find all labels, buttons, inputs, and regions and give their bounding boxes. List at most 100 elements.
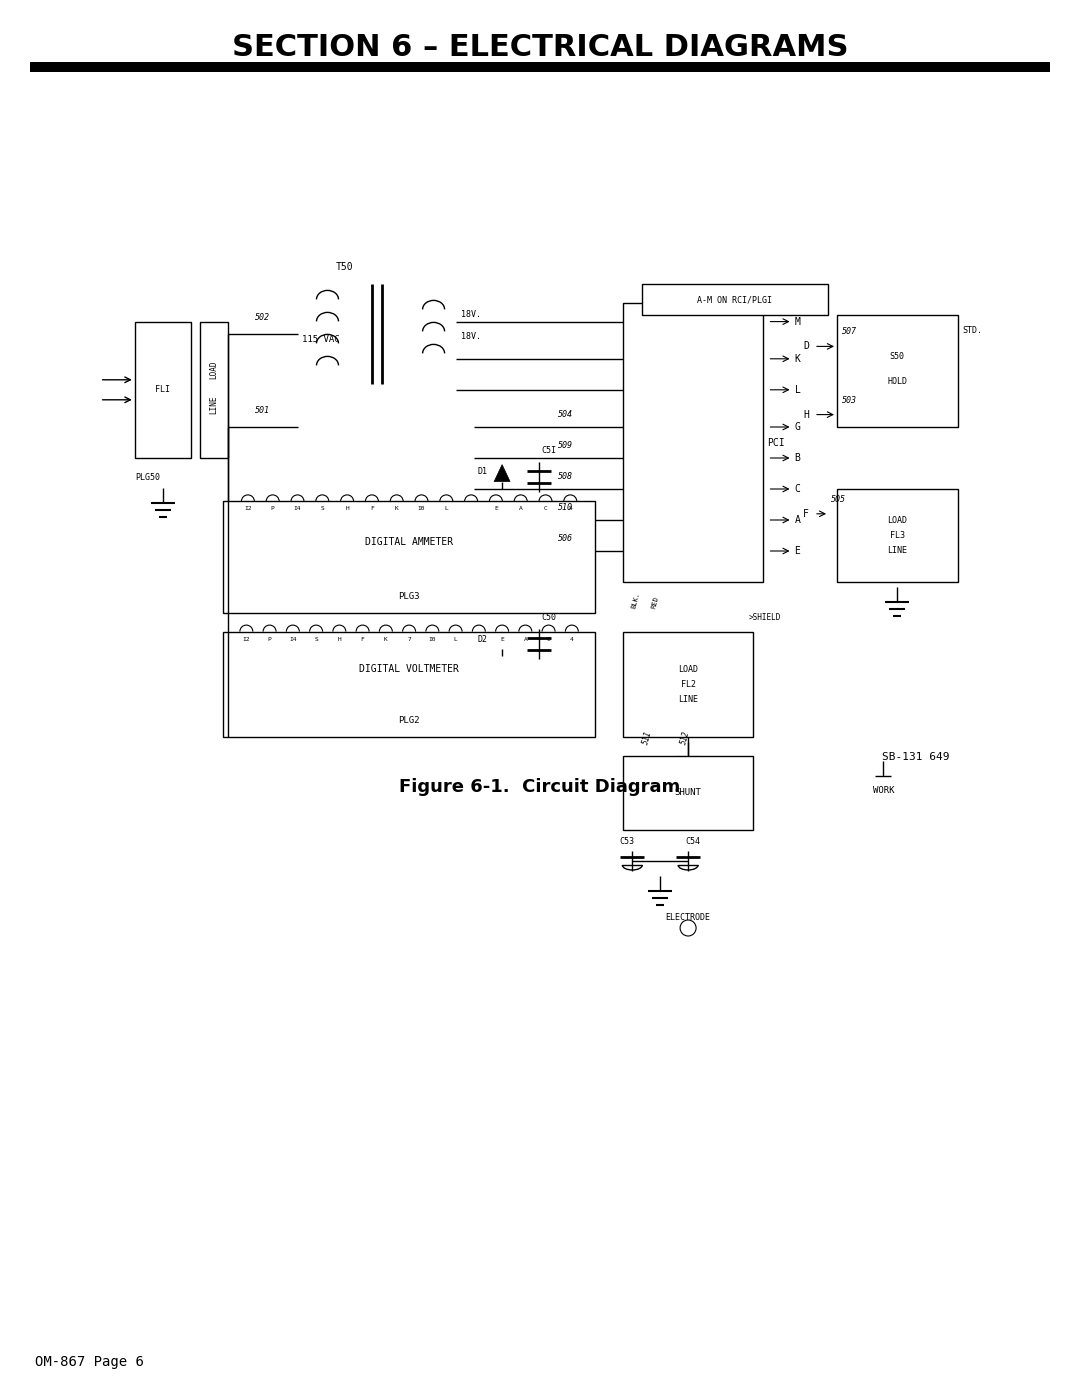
Text: L: L [454,637,458,641]
Bar [837,316,958,427]
Text: 4: 4 [568,506,572,511]
Text: LOAD: LOAD [210,360,218,379]
Text: C53: C53 [620,837,635,847]
Text: S50: S50 [890,352,905,360]
Text: A: A [524,637,527,641]
Text: K: K [795,353,800,363]
Text: ELECTRODE: ELECTRODE [665,914,711,922]
Text: DIGITAL AMMETER: DIGITAL AMMETER [365,538,454,548]
Text: 4: 4 [570,637,573,641]
Bar [224,631,595,738]
Text: H: H [804,409,809,419]
Text: K: K [395,506,399,511]
Text: PLG3: PLG3 [399,592,420,601]
Text: 508: 508 [558,472,573,481]
Text: T50: T50 [336,263,354,272]
Bar [642,285,827,316]
Bar [623,756,753,830]
Text: I0: I0 [418,506,426,511]
Text: OM-867 Page 6: OM-867 Page 6 [35,1355,144,1369]
Polygon shape [495,631,510,650]
Text: H: H [337,637,341,641]
Text: PCI: PCI [768,437,785,447]
Text: WORK: WORK [873,785,894,795]
Text: 512: 512 [679,729,691,746]
Bar [837,489,958,583]
Text: F: F [804,509,809,518]
Text: E: E [500,637,504,641]
Text: S: S [314,637,318,641]
Text: E: E [494,506,498,511]
Text: A: A [795,515,800,525]
Text: Figure 6-1.  Circuit Diagram: Figure 6-1. Circuit Diagram [400,778,680,796]
Text: K: K [384,637,388,641]
Bar [224,502,595,613]
Text: 7: 7 [407,637,411,641]
Text: STD.: STD. [962,326,983,335]
Text: FL3: FL3 [890,531,905,541]
Text: C: C [543,506,548,511]
Text: A: A [518,506,523,511]
Polygon shape [495,465,510,482]
Text: B: B [795,453,800,462]
Text: D: D [804,341,809,352]
Text: I4: I4 [289,637,297,641]
Text: P: P [271,506,274,511]
Text: C5I: C5I [541,446,556,454]
Text: A-M ON RCI/PLGI: A-M ON RCI/PLGI [697,295,772,305]
Bar [623,303,762,583]
Text: DIGITAL VOLTMETER: DIGITAL VOLTMETER [360,665,459,675]
Text: 503: 503 [842,395,856,405]
Text: PLG50: PLG50 [135,474,160,482]
Text: LOAD: LOAD [888,515,907,525]
Text: I2: I2 [243,637,251,641]
Text: LINE: LINE [210,395,218,414]
Text: L: L [795,384,800,395]
Text: I4: I4 [294,506,301,511]
Text: 505: 505 [831,495,846,504]
Text: LOAD: LOAD [678,665,698,673]
Text: LINE: LINE [888,546,907,555]
Text: F: F [370,506,374,511]
Text: 509: 509 [558,441,573,450]
Text: 504: 504 [558,409,573,419]
Text: C: C [795,483,800,495]
Text: FLI: FLI [156,386,171,394]
Text: 501: 501 [255,407,270,415]
Bar [30,61,1050,73]
Text: 115 VAC: 115 VAC [302,335,340,344]
Text: PLG2: PLG2 [399,717,420,725]
Text: SECTION 6 – ELECTRICAL DIAGRAMS: SECTION 6 – ELECTRICAL DIAGRAMS [232,32,848,61]
Text: 511: 511 [642,729,653,746]
Text: I2: I2 [244,506,252,511]
Text: BLK.: BLK. [631,591,642,609]
Text: E: E [795,546,800,556]
Text: H: H [346,506,349,511]
Text: F: F [361,637,364,641]
Text: HOLD: HOLD [888,377,907,386]
Bar [200,321,228,458]
Text: 18V.: 18V. [460,310,481,319]
Text: 506: 506 [558,534,573,543]
Text: C54: C54 [686,837,701,847]
Text: C50: C50 [541,613,556,622]
Text: D2: D2 [477,634,487,644]
Text: L: L [445,506,448,511]
Bar [623,631,753,738]
Text: RED: RED [651,595,660,609]
Text: LINE: LINE [678,694,698,704]
Text: SB-131 649: SB-131 649 [882,752,950,761]
Text: 18V.: 18V. [460,332,481,341]
Text: G: G [795,422,800,432]
Text: 502: 502 [255,313,270,321]
Text: D1: D1 [477,467,487,476]
Text: 507: 507 [842,327,856,337]
Text: S: S [321,506,324,511]
Text: >SHIELD: >SHIELD [748,613,781,622]
Text: P: P [268,637,271,641]
Text: 510: 510 [558,503,573,511]
Text: SHUNT: SHUNT [675,788,702,798]
Bar [135,321,190,458]
Text: C: C [546,637,551,641]
Text: I0: I0 [429,637,436,641]
